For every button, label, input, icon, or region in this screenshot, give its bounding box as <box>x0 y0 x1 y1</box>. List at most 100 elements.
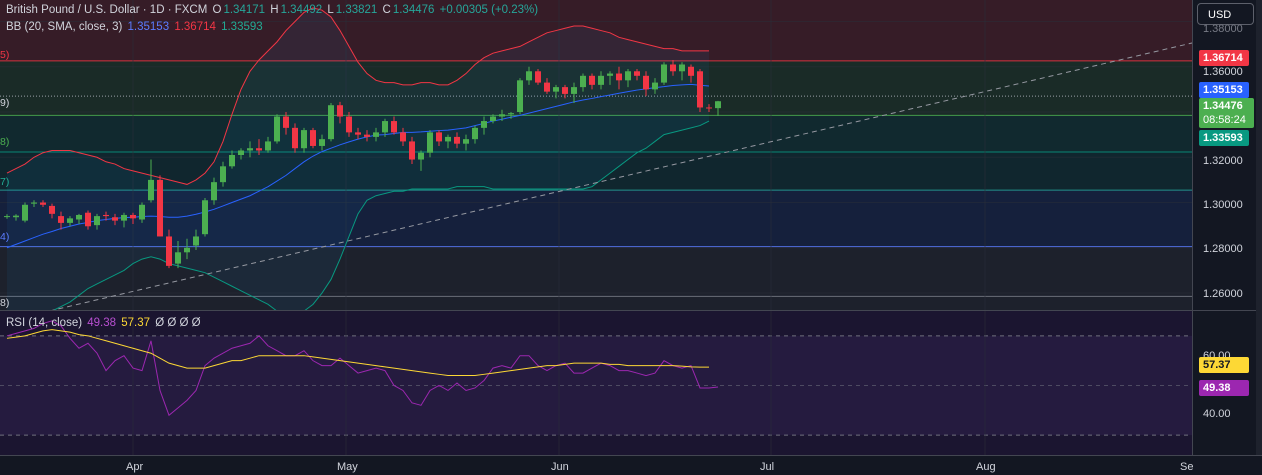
rsi-legend[interactable]: RSI (14, close) 49.38 57.37 Ø Ø Ø Ø <box>6 317 203 329</box>
level-band <box>0 246 1192 310</box>
candle-body <box>508 113 514 115</box>
rsi-ma-tag: 57.37 <box>1199 357 1249 373</box>
bar-countdown: 08:58:24 <box>1203 114 1246 126</box>
candle-body <box>643 75 649 90</box>
rsi-value: 49.38 <box>87 317 117 329</box>
close-label: C <box>382 4 391 16</box>
candle-body <box>121 214 127 221</box>
candle-body <box>391 121 397 133</box>
candle-body <box>175 252 181 264</box>
candle-body <box>58 216 64 223</box>
candle-body <box>139 204 145 220</box>
left-edge-label: 5) <box>0 49 10 61</box>
bb-upper-value: 1.36714 <box>174 21 216 33</box>
candle-body <box>265 141 271 151</box>
candle-body <box>670 64 676 72</box>
candle-body <box>337 105 343 117</box>
candle-body <box>652 82 658 90</box>
candle-body <box>202 200 208 235</box>
candle-body <box>364 134 370 137</box>
candle-body <box>490 116 496 122</box>
bb-lower-line <box>6 120 710 323</box>
candle-body <box>661 64 667 83</box>
change-value: +0.00305 (+0.23%) <box>439 4 539 16</box>
open-value: 1.34171 <box>223 4 266 16</box>
candle-body <box>85 212 91 227</box>
candle-body <box>238 150 244 155</box>
high-label: H <box>270 4 279 16</box>
candle-body <box>472 127 478 140</box>
last-price-tag: 1.34476 08:58:24 <box>1199 98 1254 128</box>
rsi-null-values: Ø Ø Ø Ø <box>155 317 201 329</box>
candle-body <box>157 179 163 237</box>
candle-body <box>247 148 253 151</box>
rsi-label[interactable]: RSI (14, close) <box>6 317 83 329</box>
candle-body <box>526 71 532 81</box>
candle-body <box>67 218 73 223</box>
candle-body <box>517 80 523 113</box>
candle-body <box>301 130 307 149</box>
price-tick-label: 1.26000 <box>1203 288 1243 300</box>
candle-body <box>310 130 316 146</box>
candle-body <box>499 114 505 117</box>
level-band <box>0 115 1192 153</box>
left-edge-label: 9) <box>0 97 10 109</box>
candle-body <box>634 71 640 76</box>
candle-body <box>355 132 361 135</box>
candle-body <box>445 136 451 142</box>
rsi-tick-label: 40.00 <box>1203 408 1231 420</box>
currency-button[interactable]: USD <box>1197 3 1254 25</box>
scrollbar-track <box>1256 0 1262 455</box>
left-edge-label: 4) <box>0 231 10 243</box>
price-tick-label: 1.28000 <box>1203 243 1243 255</box>
low-value: 1.33821 <box>335 4 378 16</box>
time-axis-label: May <box>337 461 358 473</box>
candle-body <box>103 214 109 217</box>
level-band <box>0 60 1192 116</box>
time-axis-label: Se <box>1180 461 1194 473</box>
open-label: O <box>212 4 222 16</box>
candle-body <box>4 216 10 218</box>
time-axis-label: Jun <box>551 461 569 473</box>
rsi-ma-line <box>6 329 710 377</box>
price-pane-bg <box>0 0 1192 310</box>
candle-body <box>22 204 28 221</box>
candle-body <box>454 136 460 144</box>
left-edge-label: 7) <box>0 176 10 188</box>
bb-basis-value: 1.35153 <box>127 21 170 33</box>
candle-body <box>256 148 262 151</box>
candle-body <box>292 127 298 149</box>
candle-body <box>571 87 577 94</box>
candle-body <box>382 121 388 133</box>
candle-body <box>328 105 334 140</box>
candle-body <box>562 87 568 94</box>
candle-body <box>598 75 604 85</box>
candle-body <box>130 214 136 219</box>
candle-body <box>544 82 550 92</box>
candle-body <box>409 141 415 160</box>
rsi-ma-value: 57.37 <box>121 317 151 329</box>
candle-body <box>580 75 586 88</box>
candle-body <box>463 139 469 144</box>
candle-body <box>373 132 379 137</box>
symbol-legend[interactable]: British Pound / U.S. Dollar · 1D · FXCM … <box>6 4 540 16</box>
candle-body <box>94 216 100 226</box>
bb-label[interactable]: BB (20, SMA, close, 3) <box>6 21 123 33</box>
candle-body <box>706 107 712 109</box>
candle-body <box>193 236 199 246</box>
candle-body <box>679 64 685 72</box>
high-value: 1.34492 <box>280 4 323 16</box>
candle-body <box>31 202 37 204</box>
bb-lower-value: 1.33593 <box>221 21 263 33</box>
symbol-title[interactable]: British Pound / U.S. Dollar · 1D · FXCM <box>6 4 208 16</box>
candle-body <box>697 71 703 108</box>
candle-body <box>436 132 442 142</box>
candle-body <box>715 101 721 109</box>
bb-legend[interactable]: BB (20, SMA, close, 3) 1.35153 1.36714 1… <box>6 21 265 33</box>
candle-body <box>40 202 46 205</box>
time-axis-label: Apr <box>126 461 144 473</box>
candle-body <box>481 121 487 128</box>
candle-body <box>589 75 595 85</box>
time-axis-label: Aug <box>976 461 996 473</box>
